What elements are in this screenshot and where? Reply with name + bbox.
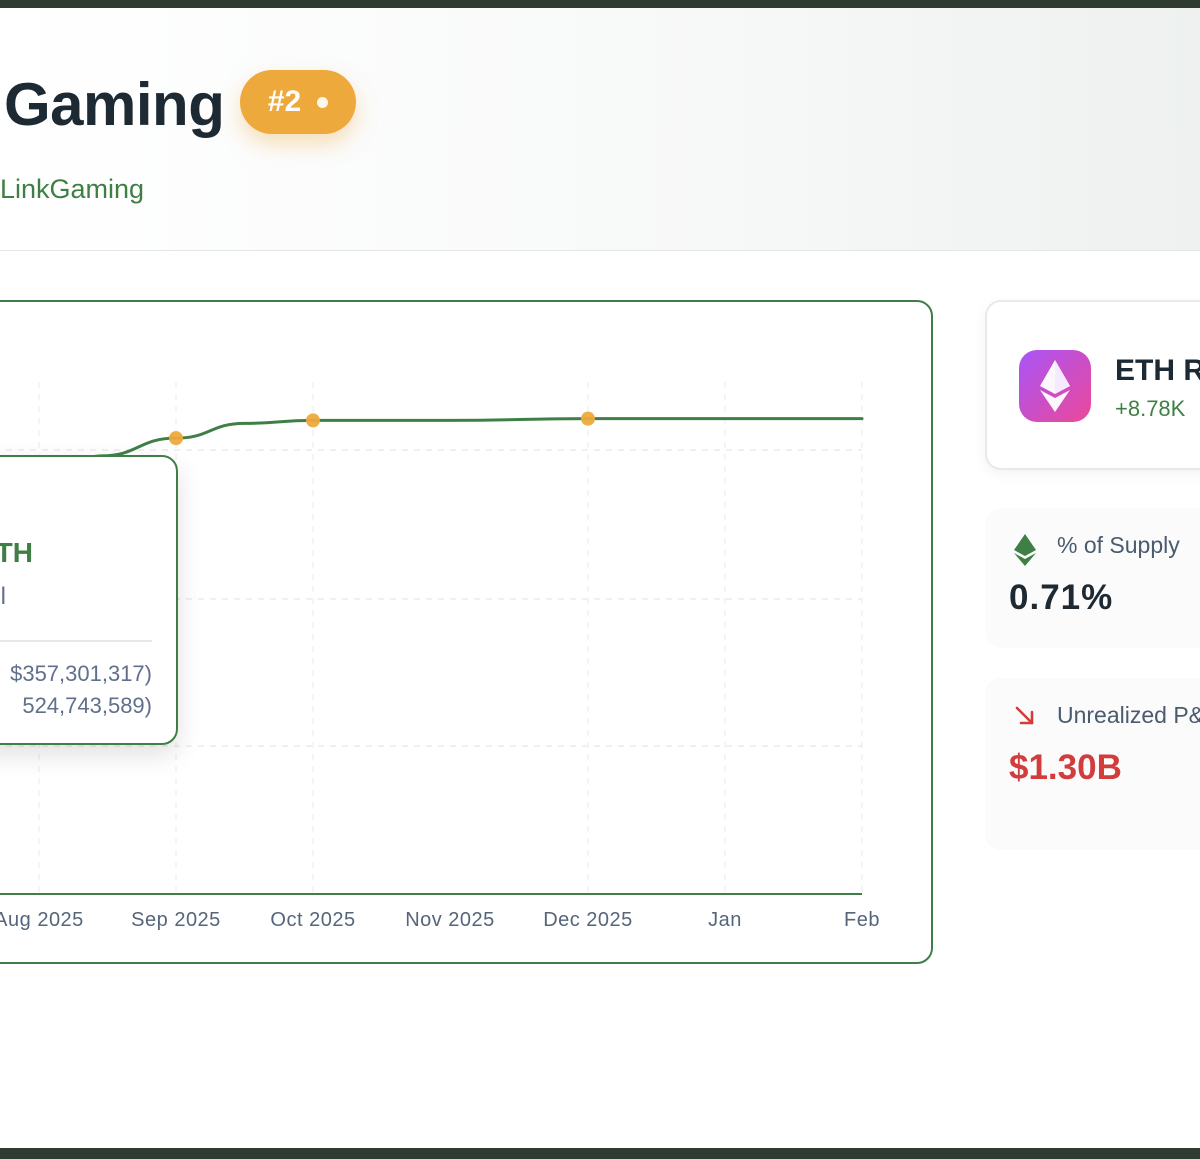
- ethereum-icon: [1019, 350, 1091, 422]
- arrow-down-right-icon: [1013, 704, 1037, 733]
- tooltip-change: l: [0, 583, 6, 610]
- data-point: [306, 413, 320, 428]
- rank-dot-icon: [317, 96, 329, 108]
- window-top-edge: [0, 0, 1200, 8]
- eth-card-change: +8.78K: [1115, 396, 1186, 421]
- ethereum-icon: [1013, 534, 1037, 571]
- supply-value: 0.71%: [1009, 578, 1114, 617]
- eth-holdings-card[interactable]: ETH R +8.78K: [985, 300, 1200, 470]
- supply-label: % of Supply: [1057, 532, 1180, 558]
- eth-card-title: ETH R: [1115, 354, 1200, 387]
- page-header: Gaming #2 LinkGaming: [0, 8, 1200, 251]
- pnl-value: $1.30B: [1009, 748, 1122, 787]
- tooltip-cost-line: 524,743,589): [22, 693, 152, 718]
- x-tick-label: Jan: [708, 909, 742, 931]
- tooltip-value-line: $357,301,317): [10, 661, 152, 686]
- x-tick-label: Oct 2025: [270, 909, 355, 931]
- supply-stat-card: % of Supply 0.71%: [985, 508, 1200, 648]
- x-tick-label: Dec 2025: [543, 909, 633, 931]
- data-point: [581, 411, 595, 426]
- x-tick-label: Aug 2025: [0, 909, 84, 931]
- tooltip-amount: TH: [0, 537, 33, 568]
- x-tick-label: Nov 2025: [405, 909, 495, 931]
- entity-handle-link[interactable]: LinkGaming: [0, 174, 145, 204]
- chart-tooltip: TH l $357,301,317) 524,743,589): [0, 455, 178, 745]
- window-bottom-edge: [0, 1148, 1200, 1159]
- rank-badge: #2: [240, 70, 356, 134]
- pnl-label: Unrealized P&: [1057, 702, 1200, 728]
- x-tick-label: Feb: [844, 909, 880, 931]
- tooltip-divider: [0, 640, 152, 642]
- x-tick-label: Sep 2025: [131, 909, 221, 931]
- unrealized-pnl-card: Unrealized P& $1.30B: [985, 678, 1200, 850]
- data-point: [169, 431, 183, 446]
- page-title: Gaming: [4, 71, 225, 138]
- rank-label: #2: [267, 85, 302, 118]
